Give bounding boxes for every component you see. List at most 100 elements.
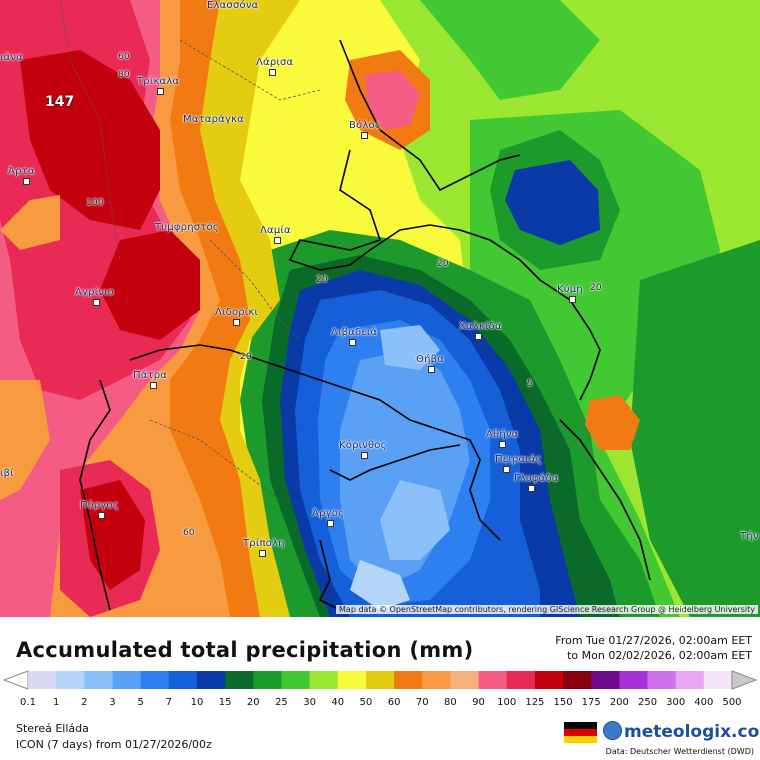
city-marker [349,339,356,346]
scale-label: 80 [444,697,457,708]
meteologix-logo[interactable]: meteologix.com [603,721,760,742]
city-marker [475,333,482,340]
scale-swatch [394,671,423,689]
region-name: Stereá Elláda [16,722,89,735]
city-marker [503,466,510,473]
contour-label: 5 [527,379,533,389]
scale-swatch [422,671,451,689]
scale-swatch [675,671,705,689]
scale-label: 400 [694,697,714,708]
scale-label: 1 [52,697,60,708]
german-flag-icon [564,722,597,743]
globe-icon [603,721,622,740]
scale-swatch [309,671,339,689]
model-run-info: ICON (7 days) from 01/27/2026/00z [16,738,212,751]
max-precipitation-label: 147 [45,94,75,110]
map-attribution: Map data © OpenStreetMap contributors, r… [336,605,758,614]
city-marker [259,550,266,557]
scale-label: 30 [303,697,316,708]
contour-label: 20 [437,259,449,269]
scale-label: 300 [666,697,686,708]
scale-swatch [112,671,142,689]
scale-label: 175 [581,697,601,708]
scale-label: 5 [137,697,144,708]
scale-label: 3 [109,697,116,708]
scale-swatch [140,671,170,689]
scale-swatch [168,671,198,689]
city-label: Άργος [312,508,345,519]
city-marker [428,366,435,373]
city-label: Τρίκαλα [137,76,180,87]
scale-label: 20 [246,697,260,708]
city-label: Πάτρα [133,370,168,381]
city-marker [361,452,368,459]
scale-label: 40 [331,697,345,708]
scale-label: 125 [525,697,545,708]
contour-label: 20 [590,283,602,293]
city-label: Λάρισα [256,57,294,68]
scale-swatch [478,671,508,689]
scale-swatch [619,671,649,689]
scale-swatch [196,671,226,689]
scale-arrow-left [2,670,29,690]
city-label: Λιβαδειά [331,327,378,338]
contour-label: 20 [240,352,252,362]
city-label: Αθήνα [486,429,519,440]
map-title: Accumulated total precipitation (mm) [16,638,474,662]
contour-label: 60 [183,528,195,538]
city-marker [269,69,276,76]
city-marker [23,178,30,185]
period-to: to Mon 02/02/2026, 02:00am EET [567,649,752,662]
scale-label: 70 [415,697,429,708]
city-label: Κόρινθος [339,440,387,451]
city-marker [150,382,157,389]
city-label: Αγρίνιο [75,287,114,298]
scale-swatch [563,671,592,689]
scale-swatch [225,671,254,689]
scale-swatch [647,671,677,689]
city-marker [157,88,164,95]
scale-swatch [591,671,620,689]
scale-label: 90 [472,697,485,708]
city-label: Βόλος [349,120,381,131]
city-label: Τήν [740,531,759,542]
contour-label: 100 [86,198,104,208]
city-label: Κύμη [557,284,583,295]
city-label: Ματαράγκα [183,114,244,125]
city-marker [93,299,100,306]
contour-label: 80 [118,70,130,80]
scale-label: 200 [609,697,629,708]
contour-label: 60 [118,52,130,62]
color-scale-labels: 0.1 1 2 3 5 7 10 15 20 25 30 40 50 60 70 80 90 100 125 150 1… [0,697,760,711]
precipitation-map[interactable]: 147 Ελασσόνα Τρίκαλα Λάρισα Ματαράγκα Βό… [0,0,760,617]
city-label: Τρίπολη [243,538,285,549]
city-label: ιάνα [0,52,23,63]
city-marker [361,132,368,139]
scale-label: 100 [497,697,517,708]
period-from: From Tue 01/27/2026, 02:00am EET [555,634,752,647]
scale-swatch [703,671,733,689]
scale-label: 10 [190,697,204,708]
scale-swatch [450,671,480,689]
city-marker [327,520,334,527]
city-label: Πύργος [80,500,119,511]
city-marker [274,237,281,244]
city-marker [233,319,240,326]
scale-label: 150 [553,697,573,708]
scale-label: 50 [359,697,373,708]
scale-swatch [337,671,367,689]
scale-swatch [28,671,57,689]
scale-label: 2 [81,697,88,708]
scale-label: 60 [387,697,401,708]
city-label: Τυμφρηστός [155,222,219,233]
city-marker [569,296,576,303]
scale-arrow-right [731,670,758,690]
scale-swatch [281,671,311,689]
city-label: Χαλκίδα [459,321,502,332]
scale-swatch [56,671,85,689]
scale-label: 0.1 [20,697,36,708]
city-label: Λαμία [260,225,291,236]
brand-name: meteologix.com [624,722,760,742]
city-label: Ελασσόνα [207,0,259,11]
scale-swatch [506,671,536,689]
